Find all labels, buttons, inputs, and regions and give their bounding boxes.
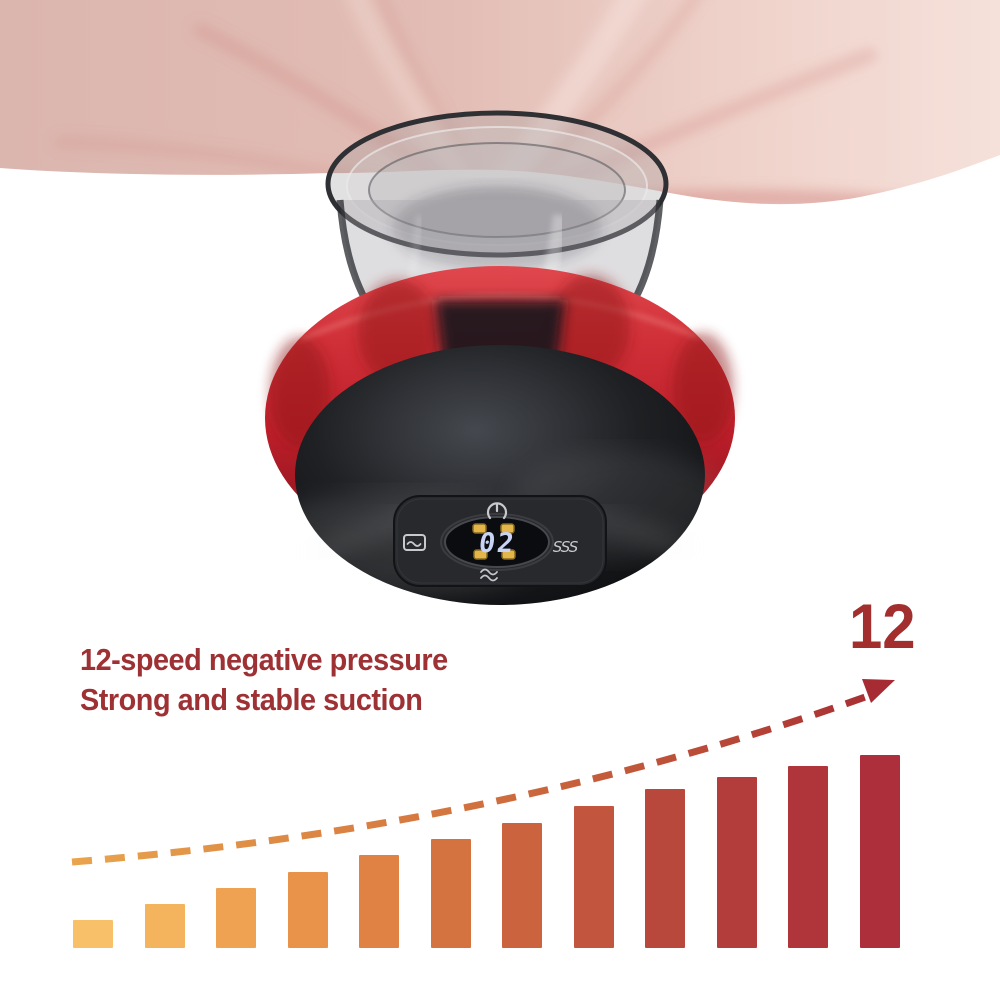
bar-speed-1 (73, 920, 113, 948)
headline: 12-speed negative pressure Strong and st… (80, 640, 448, 720)
led-display (440, 513, 554, 571)
headline-line1: 12-speed negative pressure (80, 642, 448, 677)
bar-speed-6 (430, 839, 471, 948)
max-speed-label: 12 (849, 592, 916, 662)
bar-speed-11 (788, 766, 828, 948)
bar-speed-12 (859, 755, 900, 948)
power-icon[interactable] (486, 502, 508, 520)
arrowhead-icon (862, 679, 895, 703)
led-indicator (472, 523, 516, 560)
bar-speed-10 (716, 777, 757, 948)
bar-speed-3 (216, 888, 256, 948)
bar-chart (73, 748, 900, 948)
vibration-wave-icon[interactable] (480, 568, 498, 582)
bar-speed-7 (502, 823, 542, 948)
headline-line2: Strong and stable suction (80, 682, 423, 717)
bar-speed-2 (144, 904, 185, 948)
heat-icon[interactable]: SSS (553, 538, 580, 556)
bar-speed-4 (287, 872, 328, 948)
bar-speed-9 (645, 789, 685, 948)
control-panel: 02 SSS (393, 495, 607, 587)
bar-speed-8 (573, 806, 614, 948)
bar-speed-5 (359, 855, 399, 948)
trend-arrow (71, 679, 895, 866)
display-value: 02 (477, 528, 518, 559)
scrape-mode-icon[interactable] (403, 534, 426, 551)
